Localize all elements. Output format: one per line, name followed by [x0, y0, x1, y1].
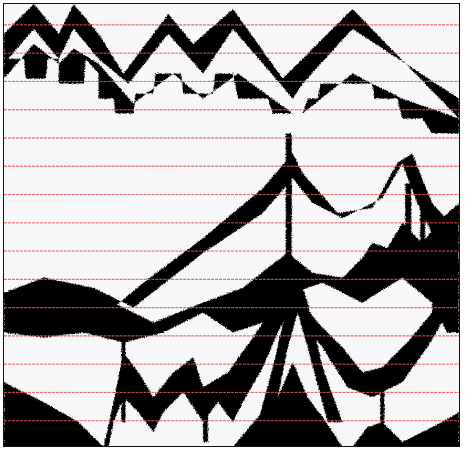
guide-lines [4, 24, 459, 422]
pattern-canvas [3, 3, 460, 447]
lower-arch-band [103, 277, 459, 446]
top-notch-blocks [4, 43, 459, 134]
pattern-svg [4, 4, 459, 446]
bottom-peaks [4, 362, 459, 446]
lower-center-peak [257, 272, 343, 423]
top-scallop-band [4, 4, 459, 119]
middle-arch-left [4, 153, 459, 308]
